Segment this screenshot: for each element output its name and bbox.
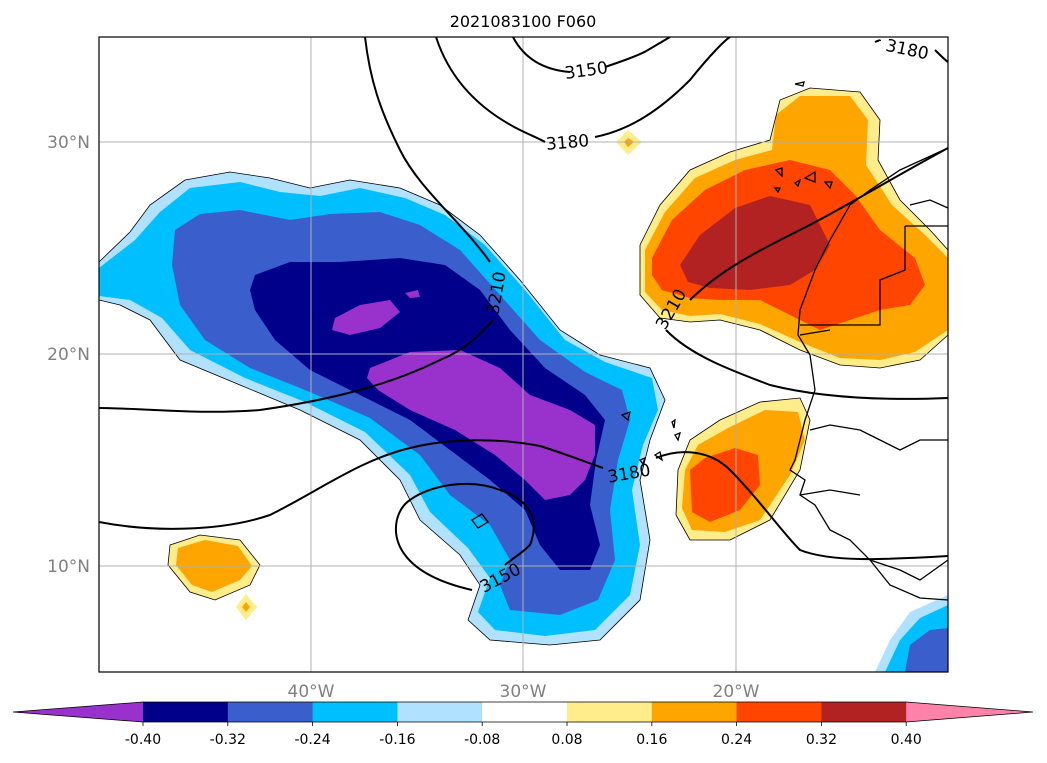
colorbar-tick-label: -0.24: [294, 732, 330, 748]
colorbar-tick-label: -0.16: [379, 732, 415, 748]
map-title: 2021083100 F060: [450, 12, 597, 31]
gridlines: [99, 37, 948, 672]
colorbar-tick-label: 0.16: [636, 732, 667, 748]
colorbar-tick-label: 0.40: [891, 732, 922, 748]
colorbar-tick-label: -0.40: [125, 732, 161, 748]
colorbar-tick-label: 0.24: [721, 732, 752, 748]
lon-label-30w: 30°W: [500, 682, 547, 702]
lon-label-20w: 20°W: [713, 682, 760, 702]
colorbar-extend-max: [906, 702, 1033, 722]
colorbar-bin: [567, 702, 653, 722]
height-contours: [99, 37, 948, 591]
lat-label-30n: 30°N: [47, 133, 90, 153]
colorbar-tick-label: 0.32: [806, 732, 837, 748]
colorbar-bin: [482, 702, 568, 722]
colorbar: -0.40 -0.32 -0.24 -0.16 -0.08 0.08 0.16 0.24 0.3…: [12, 701, 1034, 748]
colorbar-tick-label: -0.32: [210, 732, 246, 748]
contour-label-3180-northeast: 3180: [884, 36, 930, 65]
axis-labels: 40°W 30°W 20°W 30°N 20°N 10°N: [47, 133, 760, 702]
lat-label-20n: 20°N: [47, 345, 90, 365]
colorbar-bin: [651, 702, 738, 722]
contour-label-3180-north: 3180: [545, 131, 590, 155]
colorbar-tick-label: -0.08: [464, 732, 500, 748]
colorbar-extend-min: [13, 702, 143, 722]
plot-area: [99, 37, 948, 672]
colorbar-bin: [736, 702, 822, 722]
lat-label-10n: 10°N: [47, 557, 90, 577]
lon-label-40w: 40°W: [288, 682, 335, 702]
colorbar-bin: [397, 702, 483, 722]
plot-frame: [98, 36, 949, 673]
colorbar-bin: [227, 702, 314, 722]
contour-label-3150-north: 3150: [563, 58, 609, 84]
colorbar-bin: [821, 702, 907, 722]
colorbar-tick-label: 0.08: [551, 732, 582, 748]
colorbar-bin: [312, 702, 398, 722]
colorbar-bin: [143, 702, 229, 722]
shading-boundaries: [99, 87, 948, 646]
